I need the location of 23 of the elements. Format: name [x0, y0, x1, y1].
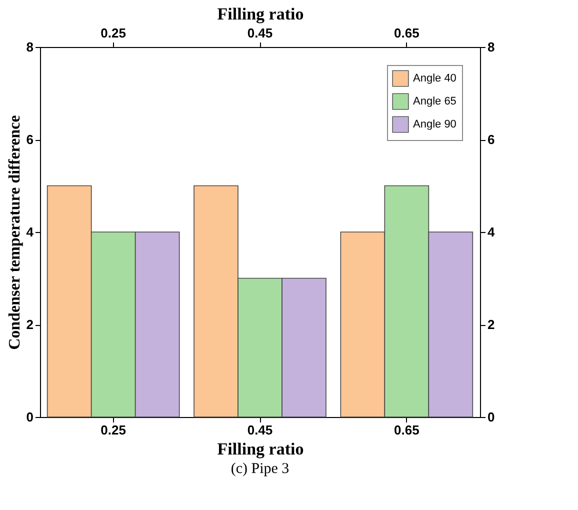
y2-tick-label: 6 [488, 132, 495, 147]
x-tick-label: 0.25 [100, 422, 126, 438]
legend-label: Angle 90 [413, 118, 456, 130]
category-label: 0.65 [394, 26, 420, 40]
y2-tick-label: 4 [488, 224, 496, 240]
y-tick-label: 2 [26, 317, 34, 332]
y2-tick-label: 2 [488, 317, 495, 332]
y-tick-label: 0 [26, 410, 34, 424]
x-axis-title: Filling ratio [217, 440, 304, 458]
x2-axis-title: Filling ratio [217, 4, 304, 24]
y2-tick-label: 8 [488, 40, 495, 54]
category-label: 0.25 [100, 26, 126, 40]
y2-tick-label: 0 [488, 410, 495, 424]
y-axis-title: Condenser temperature difference [6, 115, 24, 350]
y-tick-label: 6 [26, 132, 34, 147]
category-label: 0.45 [247, 26, 273, 40]
y-tick-label: 4 [26, 224, 34, 240]
x-tick-label: 0.45 [247, 422, 273, 438]
text: (c) Pipe 3 [230, 461, 290, 477]
legend-label: Angle 40 [413, 72, 456, 84]
x-tick-label: 0.65 [394, 422, 420, 438]
legend-label: Angle 65 [413, 96, 456, 108]
y-tick-label: 8 [26, 40, 34, 54]
